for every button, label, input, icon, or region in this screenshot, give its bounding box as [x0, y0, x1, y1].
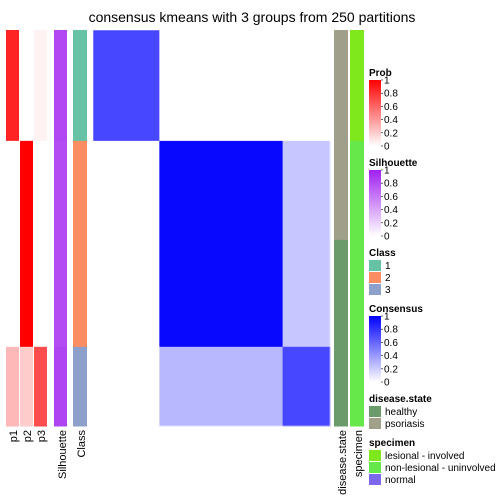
legend-tick-label: 1	[384, 312, 390, 323]
prob-cell-p3-1	[34, 30, 47, 142]
legend-item-label: lesional - involved	[385, 451, 465, 462]
consensus-block-1-3	[282, 30, 331, 142]
prob-cell-p1-2	[6, 140, 19, 348]
consensus-block-2-1	[93, 140, 160, 348]
prob-cell-p1-3	[6, 346, 19, 427]
specimen-segment-3	[350, 346, 364, 427]
legend-layer: Prob10.80.60.40.20Silhouette10.80.60.40.…	[369, 68, 496, 486]
legend-title-class: Class	[369, 248, 396, 259]
prob-cell-p2-2	[20, 140, 33, 348]
legend-tick-label: 0.2	[384, 218, 398, 229]
legend-title-specimen: specimen	[369, 438, 415, 449]
class-cell-3	[73, 346, 87, 427]
legend-tick-label: 0.6	[384, 102, 398, 113]
legend-swatch	[369, 462, 381, 473]
legend-swatch	[369, 406, 381, 417]
legend-title-consensus: Consensus	[369, 304, 423, 315]
legend-tick-label: 0	[384, 378, 390, 389]
consensus-block-1-2	[159, 30, 284, 142]
consensus-block-2-3	[282, 140, 331, 348]
annotation-label-class: Class	[76, 430, 88, 458]
specimen-segment-2	[350, 140, 364, 348]
silhouette-cell-1	[54, 30, 67, 142]
legend-tick-label: 1	[384, 76, 390, 87]
legend-tick-label: 0.4	[384, 115, 398, 126]
consensus-block-1-1	[93, 30, 160, 142]
annotation-label-p3: p3	[36, 430, 48, 442]
consensus-block-2-2	[159, 140, 284, 348]
legend-tick-label: 1	[384, 166, 390, 177]
disease-state-segment-1	[334, 30, 348, 241]
chart-title: consensus kmeans with 3 groups from 250 …	[88, 9, 416, 25]
legend-item-label: 3	[385, 285, 391, 296]
prob-cell-p3-3	[34, 346, 47, 427]
legend-title-silhouette: Silhouette	[369, 158, 418, 169]
class-cell-1	[73, 30, 87, 142]
legend-tick-label: 0.4	[384, 205, 398, 216]
legend-item-label: psoriasis	[385, 419, 424, 430]
legend-swatch	[369, 260, 381, 271]
legend-title-disease-state: disease.state	[369, 394, 432, 405]
prob-cell-p3-2	[34, 140, 47, 348]
specimen-segment-1	[350, 30, 364, 142]
disease-state-segment-2	[334, 239, 348, 427]
prob-cell-p2-1	[20, 30, 33, 142]
axis-label-layer: p1 p2 p3 Silhouette Class disease.state specim…	[8, 430, 365, 495]
legend-tick-label: 0.8	[384, 89, 398, 100]
legend-swatch	[369, 272, 381, 283]
legend-title-prob: Prob	[369, 68, 392, 79]
legend-swatch	[369, 450, 381, 461]
legend-tick-label: 0	[384, 142, 390, 153]
legend-tick-label: 0	[384, 232, 390, 243]
legend-tick-label: 0.2	[384, 128, 398, 139]
class-cell-2	[73, 140, 87, 348]
legend-tick-label: 0.8	[384, 179, 398, 190]
legend-tick-label: 0.8	[384, 325, 398, 336]
column-annotation-label-specimen: specimen	[353, 430, 365, 477]
legend-item-label: healthy	[385, 407, 417, 418]
legend-colorbar-consensus	[369, 316, 381, 382]
legend-tick-label: 0.4	[384, 351, 398, 362]
prob-cell-p1-1	[6, 30, 19, 142]
column-annotation-label-disease-state: disease.state	[337, 430, 349, 495]
legend-item-label: 2	[385, 273, 391, 284]
consensus-matrix-frame	[92, 29, 331, 427]
legend-colorbar-prob	[369, 80, 381, 146]
legend-tick-label: 0.6	[384, 338, 398, 349]
legend-colorbar-silhouette	[369, 170, 381, 236]
annotation-label-p2: p2	[22, 430, 34, 442]
silhouette-cell-2	[54, 140, 67, 348]
legend-swatch	[369, 284, 381, 295]
annotation-label-silhouette: Silhouette	[57, 430, 69, 479]
annotation-label-p1: p1	[8, 430, 20, 442]
legend-swatch	[369, 474, 381, 485]
heatmap-layer	[6, 29, 364, 427]
consensus-block-3-1	[93, 346, 160, 427]
silhouette-cell-3	[54, 346, 67, 427]
prob-cell-p2-3	[20, 346, 33, 427]
consensus-block-3-2	[159, 346, 284, 427]
legend-tick-label: 0.2	[384, 364, 398, 375]
legend-item-label: non-lesional - uninvolved	[385, 463, 496, 474]
legend-item-label: 1	[385, 261, 391, 272]
legend-tick-label: 0.6	[384, 192, 398, 203]
consensus-block-3-3	[282, 346, 331, 427]
legend-swatch	[369, 418, 381, 429]
legend-item-label: normal	[385, 475, 416, 486]
